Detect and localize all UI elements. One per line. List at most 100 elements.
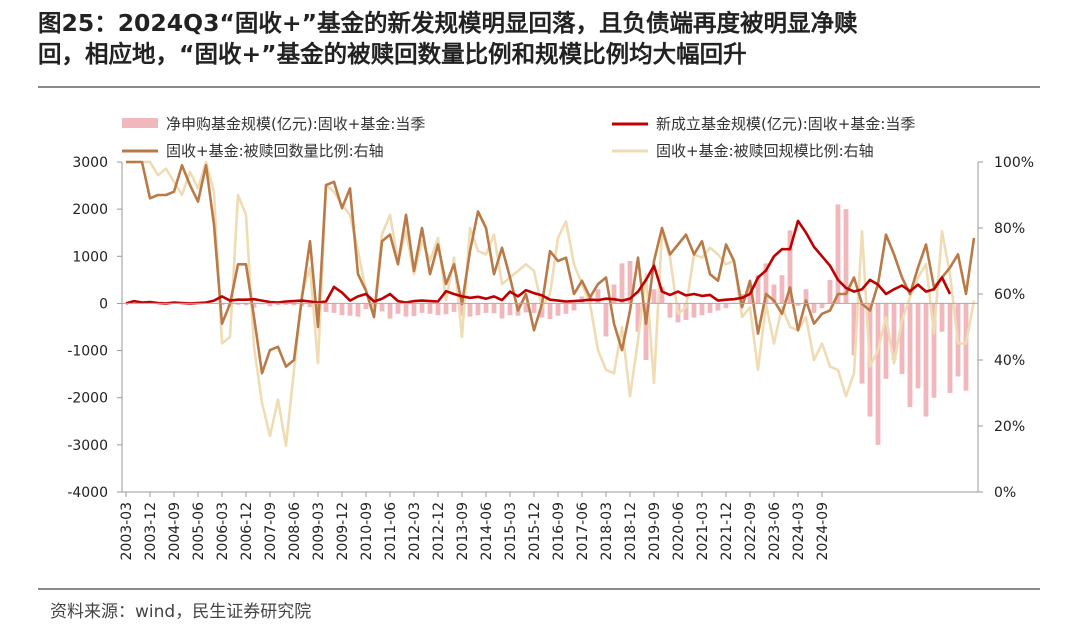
- bar-net-subscription: [715, 303, 721, 311]
- x-tick-label: 2006-03: [215, 502, 231, 561]
- y-left-tick-label: -3000: [67, 438, 108, 454]
- x-tick-label: 2010-09: [359, 502, 375, 561]
- bar-net-subscription: [883, 303, 889, 379]
- x-tick-label: 2006-12: [239, 502, 255, 561]
- bar-net-subscription: [499, 303, 505, 319]
- x-tick-label: 2018-03: [599, 502, 615, 561]
- bar-net-subscription: [459, 303, 465, 316]
- bar-net-subscription: [795, 303, 801, 306]
- bar-series-net-subscription: [123, 204, 969, 445]
- bar-net-subscription: [915, 303, 921, 389]
- legend-label: 新成立基金规模(亿元):固收+基金:当季: [656, 115, 915, 133]
- legend: 净申购基金规模(亿元):固收+基金:当季 新成立基金规模(亿元):固收+基金:当季…: [122, 115, 915, 160]
- bar-net-subscription: [787, 230, 793, 304]
- bar-net-subscription: [283, 303, 289, 305]
- bar-net-subscription: [243, 303, 249, 306]
- x-tick-label: 2021-12: [719, 502, 735, 561]
- line-new-fund-scale: [125, 219, 952, 305]
- x-tick-label: 2012-12: [431, 502, 447, 561]
- x-tick-label: 2005-06: [191, 502, 207, 561]
- bar-net-subscription: [491, 303, 497, 314]
- bar-net-subscription: [603, 303, 609, 337]
- x-tick-label: 2020-06: [671, 502, 687, 561]
- bar-net-subscription: [395, 303, 401, 314]
- x-tick-label: 2012-03: [407, 502, 423, 561]
- bar-net-subscription: [363, 303, 369, 310]
- x-tick-label: 2016-09: [551, 502, 567, 561]
- bar-net-subscription: [811, 303, 817, 313]
- legend-swatch-bar: [122, 118, 158, 128]
- bar-net-subscription: [507, 303, 513, 316]
- bar-net-subscription: [779, 275, 785, 304]
- axes: 3000 2000 1000 0 -1000 -2000 -3000 -4000 100% 80%…: [67, 155, 1034, 561]
- bar-net-subscription: [659, 286, 665, 304]
- bar-net-subscription: [275, 303, 281, 306]
- bar-net-subscription: [723, 303, 729, 309]
- x-tick-label: 2009-12: [335, 502, 351, 561]
- bar-net-subscription: [267, 303, 273, 307]
- x-tick-label: 2022-09: [743, 502, 759, 561]
- bar-net-subscription: [611, 284, 617, 304]
- bar-net-subscription: [467, 303, 473, 317]
- bar-net-subscription: [763, 263, 769, 304]
- x-tick-label: 2007-09: [263, 502, 279, 561]
- bar-net-subscription: [531, 303, 537, 313]
- bar-net-subscription: [699, 303, 705, 316]
- bar-net-subscription: [819, 303, 825, 309]
- bar-net-subscription: [411, 303, 417, 317]
- bar-net-subscription: [899, 303, 905, 375]
- bar-net-subscription: [771, 284, 777, 304]
- bar-net-subscription: [843, 209, 849, 304]
- x-tick-label: 2019-09: [647, 502, 663, 561]
- bar-net-subscription: [571, 303, 577, 311]
- y-right-tick-label: 80%: [994, 221, 1025, 237]
- y-left-tick-label: -1000: [67, 344, 108, 360]
- title-line-1: 图25：2024Q3“固收+”基金的新发规模明显回落，且负债端再度被明显净赎: [38, 9, 858, 37]
- legend-label: 固收+基金:被赎回数量比例:右轴: [166, 142, 384, 160]
- x-tick-label: 2017-06: [575, 502, 591, 561]
- bar-net-subscription: [595, 289, 601, 304]
- bar-net-subscription: [947, 303, 953, 393]
- bar-net-subscription: [827, 279, 833, 304]
- x-tick-label: 2009-03: [311, 502, 327, 561]
- x-tick-label: 2015-03: [503, 502, 519, 561]
- bar-net-subscription: [619, 263, 625, 304]
- y-left-tick-label: -2000: [67, 391, 108, 407]
- x-tick-label: 2018-12: [623, 502, 639, 561]
- bar-net-subscription: [235, 303, 241, 305]
- x-tick-label: 2004-09: [167, 502, 183, 561]
- bar-net-subscription: [875, 303, 881, 445]
- bar-net-subscription: [931, 303, 937, 398]
- y-right-tick-label: 60%: [994, 287, 1025, 303]
- bar-net-subscription: [691, 303, 697, 318]
- y-left-tick-label: 0: [99, 296, 108, 312]
- bar-net-subscription: [307, 303, 313, 308]
- bar-net-subscription: [443, 303, 449, 315]
- x-tick-label: 2014-06: [479, 502, 495, 561]
- y-right-tick-label: 0%: [994, 485, 1016, 501]
- bar-net-subscription: [635, 303, 641, 332]
- y-left-tick-label: 2000: [72, 202, 108, 218]
- bar-net-subscription: [939, 303, 945, 332]
- bar-net-subscription: [251, 303, 257, 308]
- bar-net-subscription: [707, 303, 713, 313]
- bar-net-subscription: [563, 303, 569, 314]
- x-tick-label: 2015-12: [527, 502, 543, 561]
- line-series-group: [125, 160, 976, 448]
- bar-net-subscription: [835, 204, 841, 304]
- y-right-tick-label: 100%: [994, 155, 1034, 171]
- bar-net-subscription: [851, 303, 857, 356]
- bar-net-subscription: [555, 303, 561, 316]
- bar-net-subscription: [907, 303, 913, 408]
- y-right-tick-label: 40%: [994, 353, 1025, 369]
- y-right-tick-label: 20%: [994, 419, 1025, 435]
- bar-net-subscription: [347, 303, 353, 316]
- x-tick-label: 2024-03: [791, 502, 807, 561]
- bar-net-subscription: [355, 303, 361, 317]
- bar-net-subscription: [547, 303, 553, 319]
- x-tick-label: 2011-06: [383, 502, 399, 561]
- x-tick-label: 2003-12: [143, 502, 159, 561]
- bar-net-subscription: [387, 303, 393, 319]
- bar-net-subscription: [339, 303, 345, 316]
- source-note: 资料来源：wind，民生证券研究院: [50, 602, 312, 622]
